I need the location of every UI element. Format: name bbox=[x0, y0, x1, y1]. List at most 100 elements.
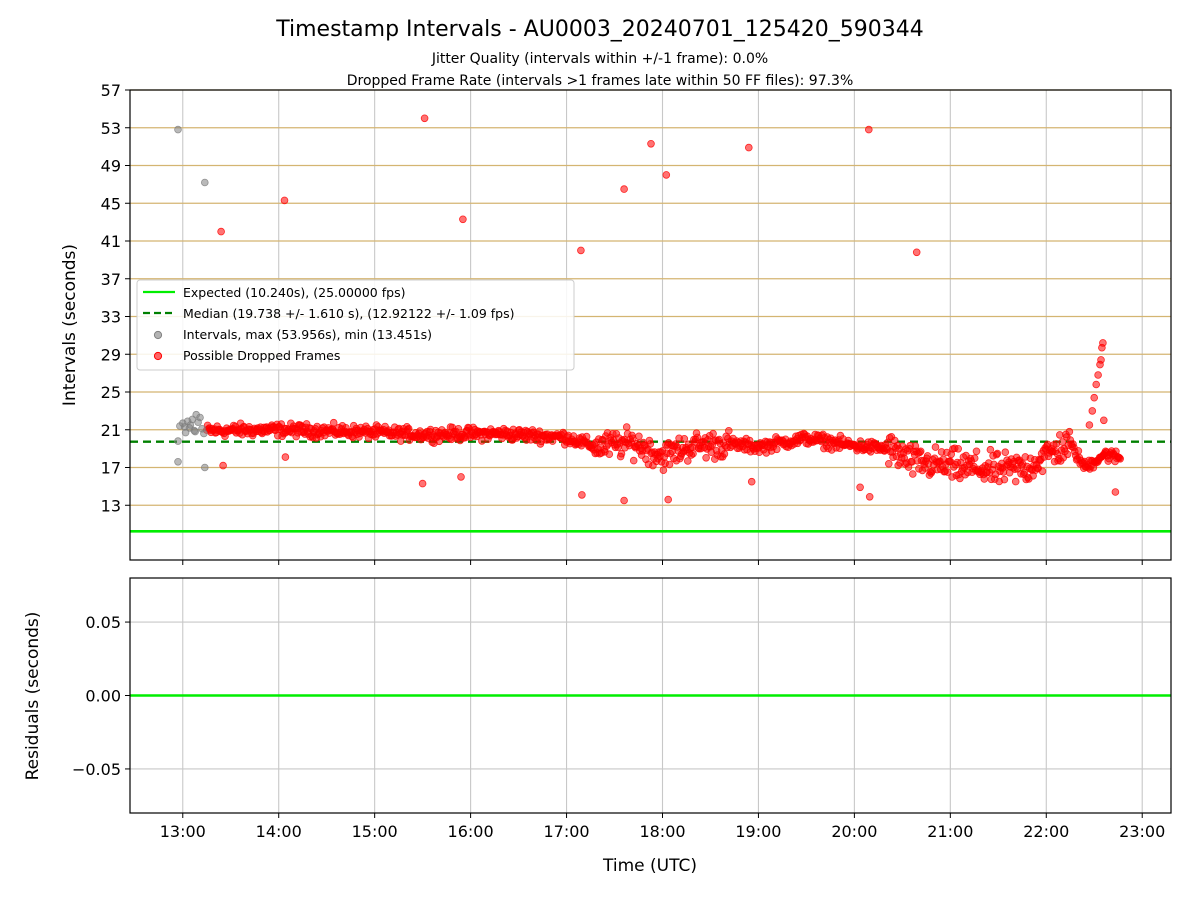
interval-point bbox=[174, 437, 182, 445]
bottom-xtick-label: 15:00 bbox=[352, 822, 398, 841]
dropped-frame-point bbox=[709, 429, 717, 438]
legend: Expected (10.240s), (25.00000 fps) Media… bbox=[136, 279, 575, 371]
dropped-frame-point bbox=[664, 495, 672, 504]
dropped-frame-point bbox=[689, 449, 697, 458]
dropped-frame-point bbox=[1111, 488, 1120, 496]
bottom-xtick-label: 14:00 bbox=[256, 822, 302, 841]
interval-point bbox=[191, 427, 200, 436]
dropped-frame-point bbox=[647, 140, 655, 148]
top-y-axis-label: Intervals (seconds) bbox=[60, 244, 80, 406]
dropped-frame-point bbox=[1074, 447, 1083, 455]
dropped-frame-point bbox=[1116, 454, 1124, 463]
dropped-frame-point bbox=[457, 473, 465, 481]
dropped-frame-point bbox=[693, 433, 702, 442]
dropped-frame-point bbox=[972, 447, 981, 456]
top-ytick-label: 21 bbox=[101, 421, 121, 440]
dropped-frame-point bbox=[772, 445, 781, 454]
top-ytick-label: 17 bbox=[101, 459, 121, 478]
dropped-frame-point bbox=[724, 426, 733, 435]
dropped-frame-point bbox=[404, 424, 413, 433]
legend-median-label: Median (19.738 +/- 1.610 s), (12.92122 +… bbox=[183, 306, 514, 321]
dropped-frame-point bbox=[908, 470, 917, 478]
dropped-frame-point bbox=[281, 453, 290, 461]
dropped-frame-point bbox=[683, 457, 692, 465]
dropped-frame-point bbox=[986, 445, 995, 454]
dropped-frame-point bbox=[622, 423, 631, 431]
dropped-frame-point bbox=[1011, 477, 1020, 486]
dropped-frame-point bbox=[459, 215, 467, 224]
bottom-xtick-label: 22:00 bbox=[1023, 822, 1069, 841]
dropped-frame-point bbox=[280, 196, 289, 205]
top-ytick-label: 13 bbox=[101, 496, 121, 515]
legend-intervals-marker bbox=[153, 330, 163, 340]
top-ytick-label: 49 bbox=[101, 157, 121, 176]
interval-point bbox=[200, 429, 208, 438]
dropped-frame-point bbox=[1094, 371, 1102, 379]
dropped-frame-point bbox=[954, 444, 962, 453]
bottom-xtick-label: 16:00 bbox=[448, 822, 494, 841]
dropped-frame-point bbox=[956, 474, 964, 483]
top-ytick-label: 53 bbox=[101, 119, 121, 138]
dropped-frame-point bbox=[396, 437, 405, 445]
x-axis-label: Time (UTC) bbox=[602, 856, 697, 876]
dropped-frame-point bbox=[635, 432, 643, 441]
dropped-frame-point bbox=[1085, 421, 1094, 429]
dropped-frame-point bbox=[1088, 407, 1097, 415]
chart-subtitle-dropped-rate: Dropped Frame Rate (intervals >1 frames … bbox=[347, 73, 854, 89]
interval-point bbox=[201, 178, 209, 187]
dropped-frame-point bbox=[646, 440, 655, 448]
dropped-frame-point bbox=[1097, 356, 1105, 364]
chart-subtitle-jitter: Jitter Quality (intervals within +/-1 fr… bbox=[431, 51, 768, 67]
legend-dropped-marker bbox=[153, 351, 163, 361]
dropped-frame-point bbox=[1001, 448, 1010, 457]
bottom-xtick-label: 13:00 bbox=[160, 822, 206, 841]
dropped-frame-point bbox=[993, 449, 1002, 458]
bottom-ytick-label: 0.05 bbox=[85, 613, 121, 632]
dropped-frame-point bbox=[1100, 416, 1108, 425]
bottom-xtick-label: 18:00 bbox=[639, 822, 685, 841]
dropped-frame-point bbox=[912, 248, 921, 257]
top-ytick-label: 33 bbox=[101, 308, 121, 327]
legend-intervals-label: Intervals, max (53.956s), min (13.451s) bbox=[183, 327, 432, 342]
dropped-frame-point bbox=[620, 185, 628, 193]
dropped-frame-point bbox=[420, 114, 429, 123]
legend-expected-label: Expected (10.240s), (25.00000 fps) bbox=[183, 285, 405, 300]
bottom-xtick-label: 20:00 bbox=[831, 822, 877, 841]
dropped-frame-point bbox=[219, 461, 227, 470]
dropped-frame-point bbox=[931, 443, 940, 451]
dropped-frame-point bbox=[1000, 475, 1009, 484]
dropped-frame-point bbox=[454, 424, 463, 433]
dropped-frame-point bbox=[665, 460, 674, 469]
dropped-frame-point bbox=[916, 447, 925, 456]
dropped-frame-point bbox=[943, 468, 952, 476]
dropped-frame-point bbox=[1092, 380, 1100, 389]
top-ytick-label: 29 bbox=[101, 345, 121, 364]
dropped-frame-point bbox=[659, 466, 668, 475]
top-ytick-label: 37 bbox=[101, 270, 121, 289]
dropped-frame-point bbox=[680, 434, 689, 443]
dropped-frame-point bbox=[702, 453, 710, 462]
top-panel: 13 17 21 25 29 33 37 41 45 49 53 57 Intervals (seco… bbox=[60, 81, 1172, 565]
bottom-ytick-label: −0.05 bbox=[72, 760, 121, 779]
top-ytick-label: 41 bbox=[101, 232, 121, 251]
dropped-frame-point bbox=[617, 449, 626, 458]
dropped-frame-point bbox=[970, 454, 979, 463]
top-ytick-label: 25 bbox=[101, 383, 121, 402]
bottom-panel: 0.05 0.00 −0.05 13:00 14:00 15:00 16:00 17:00 18… bbox=[23, 577, 1172, 876]
bottom-xtick-label: 17:00 bbox=[543, 822, 589, 841]
dropped-frame-point bbox=[856, 483, 864, 492]
dropped-frame-point bbox=[720, 450, 729, 458]
dropped-frame-point bbox=[620, 496, 628, 505]
bottom-ytick-label: 0.00 bbox=[85, 687, 121, 706]
bottom-y-axis-label: Residuals (seconds) bbox=[23, 612, 43, 781]
interval-point bbox=[201, 463, 209, 472]
dropped-frame-point bbox=[747, 477, 756, 486]
dropped-frame-point bbox=[1099, 339, 1107, 347]
legend-dropped-label: Possible Dropped Frames bbox=[183, 348, 340, 363]
dropped-frame-point bbox=[418, 479, 427, 488]
dropped-frame-point bbox=[864, 125, 873, 134]
dropped-frame-point bbox=[1063, 450, 1072, 459]
dropped-frame-point bbox=[329, 418, 338, 427]
dropped-frame-point bbox=[662, 171, 671, 179]
